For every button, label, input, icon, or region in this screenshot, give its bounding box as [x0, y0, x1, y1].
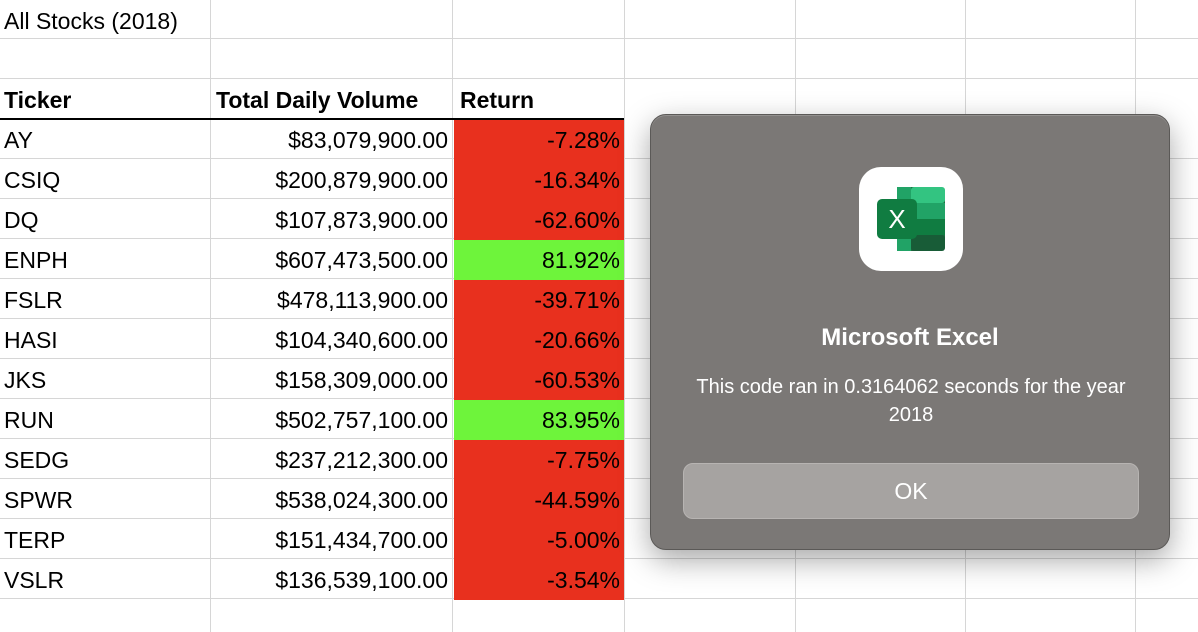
- ticker-cell[interactable]: SEDG: [4, 447, 70, 473]
- header-total-daily-volume[interactable]: Total Daily Volume: [216, 87, 419, 113]
- ticker-cell[interactable]: SPWR: [4, 487, 73, 513]
- gridline: [0, 78, 1198, 79]
- return-cell[interactable]: -60.53%: [454, 360, 624, 400]
- gridline: [0, 38, 1198, 39]
- svg-text:X: X: [888, 204, 905, 234]
- return-cell[interactable]: 81.92%: [454, 240, 624, 280]
- ticker-cell[interactable]: HASI: [4, 327, 58, 353]
- return-cell[interactable]: -62.60%: [454, 200, 624, 240]
- excel-app-icon: X: [859, 167, 963, 271]
- volume-cell[interactable]: $200,879,900.00: [275, 167, 448, 193]
- header-ticker[interactable]: Ticker: [4, 87, 72, 113]
- volume-cell[interactable]: $83,079,900.00: [288, 127, 448, 153]
- return-cell[interactable]: -20.66%: [454, 320, 624, 360]
- ticker-cell[interactable]: CSIQ: [4, 167, 61, 193]
- gridline: [624, 0, 625, 632]
- gridline: [452, 0, 453, 632]
- ticker-cell[interactable]: JKS: [4, 367, 47, 393]
- header-return[interactable]: Return: [460, 87, 535, 113]
- header-bottom-border: [0, 118, 624, 120]
- sheet-title-cell[interactable]: All Stocks (2018): [4, 8, 178, 34]
- volume-cell[interactable]: $107,873,900.00: [275, 207, 448, 233]
- dialog-title: Microsoft Excel: [821, 324, 999, 351]
- ticker-cell[interactable]: TERP: [4, 527, 66, 553]
- volume-cell[interactable]: $237,212,300.00: [275, 447, 448, 473]
- volume-cell[interactable]: $136,539,100.00: [275, 567, 448, 593]
- ok-button[interactable]: OK: [683, 463, 1139, 519]
- ticker-cell[interactable]: DQ: [4, 207, 39, 233]
- gridline: [210, 0, 211, 632]
- volume-cell[interactable]: $104,340,600.00: [275, 327, 448, 353]
- ticker-cell[interactable]: ENPH: [4, 247, 68, 273]
- return-cell[interactable]: -16.34%: [454, 160, 624, 200]
- dialog-message: This code ran in 0.3164062 seconds for t…: [696, 376, 1126, 426]
- return-cell[interactable]: 83.95%: [454, 400, 624, 440]
- return-cell[interactable]: -5.00%: [454, 520, 624, 560]
- ticker-cell[interactable]: VSLR: [4, 567, 65, 593]
- volume-cell[interactable]: $478,113,900.00: [277, 287, 448, 313]
- volume-cell[interactable]: $607,473,500.00: [275, 247, 448, 273]
- volume-cell[interactable]: $538,024,300.00: [275, 487, 448, 513]
- return-cell[interactable]: -39.71%: [454, 280, 624, 320]
- ticker-cell[interactable]: FSLR: [4, 287, 63, 313]
- volume-cell[interactable]: $502,757,100.00: [275, 407, 448, 433]
- return-cell[interactable]: -7.75%: [454, 440, 624, 480]
- return-cell[interactable]: -44.59%: [454, 480, 624, 520]
- return-cell[interactable]: -3.54%: [454, 560, 624, 600]
- volume-cell[interactable]: $158,309,000.00: [275, 367, 448, 393]
- return-cell[interactable]: -7.28%: [454, 120, 624, 160]
- alert-dialog: X Microsoft Excel This code ran in 0.316…: [650, 114, 1170, 550]
- ticker-cell[interactable]: AY: [4, 127, 33, 153]
- ticker-cell[interactable]: RUN: [4, 407, 54, 433]
- volume-cell[interactable]: $151,434,700.00: [275, 527, 448, 553]
